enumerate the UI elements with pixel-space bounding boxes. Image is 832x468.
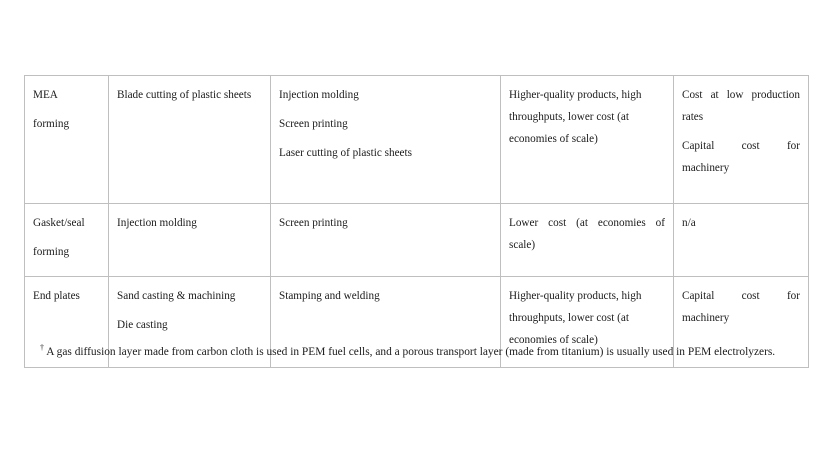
cell-low-volume-processes: Blade cutting of plastic sheets xyxy=(108,75,271,204)
cell-advantages: Higher-quality products, high throughput… xyxy=(500,276,674,368)
manufacturing-processes-table-container: MEA forming Blade cutting of plastic she… xyxy=(24,75,809,368)
table-footnote: † A gas diffusion layer made from carbon… xyxy=(24,344,814,361)
component-line: forming xyxy=(33,117,70,130)
cell-advantages: Higher-quality products, high throughput… xyxy=(500,75,674,204)
footnote-marker: † xyxy=(40,343,44,353)
disadvantage-item: Capital cost for machinery xyxy=(682,290,800,324)
process-item: Sand casting & machining xyxy=(117,290,236,302)
advantage-item: Lower cost (at economies of scale) xyxy=(509,217,665,251)
cell-disadvantages: Cost at low production rates Capital cos… xyxy=(673,75,809,204)
process-item: Stamping and welding xyxy=(279,290,380,302)
component-line: MEA xyxy=(33,89,58,101)
table-row: End plates Sand casting & machining Die … xyxy=(24,276,809,368)
advantage-item: Higher-quality products, high throughput… xyxy=(509,290,642,346)
component-line: End plates xyxy=(33,290,80,302)
manufacturing-processes-table: MEA forming Blade cutting of plastic she… xyxy=(24,75,809,368)
table-row: MEA forming Blade cutting of plastic she… xyxy=(24,75,809,204)
disadvantage-item: Cost at low production rates xyxy=(682,89,800,123)
cell-disadvantages: n/a xyxy=(673,203,809,277)
process-item: Blade cutting of plastic sheets xyxy=(117,89,252,101)
component-line: Gasket/seal xyxy=(33,217,85,229)
process-item: Laser cutting of plastic sheets xyxy=(279,146,412,159)
cell-component: Gasket/seal forming xyxy=(24,203,109,277)
cell-high-volume-processes: Injection molding Screen printing Laser … xyxy=(270,75,501,204)
cell-advantages: Lower cost (at economies of scale) xyxy=(500,203,674,277)
footnote-text: A gas diffusion layer made from carbon c… xyxy=(46,346,776,358)
cell-high-volume-processes: Screen printing xyxy=(270,203,501,277)
table-row: Gasket/seal forming Injection molding Sc… xyxy=(24,203,809,277)
disadvantage-item: Capital cost for machinery xyxy=(682,139,800,174)
advantage-item: Higher-quality products, high throughput… xyxy=(509,89,642,145)
disadvantage-item: n/a xyxy=(682,217,696,229)
process-item: Screen printing xyxy=(279,117,348,130)
process-item: Injection molding xyxy=(117,217,197,229)
cell-low-volume-processes: Sand casting & machining Die casting xyxy=(108,276,271,368)
cell-disadvantages: Capital cost for machinery xyxy=(673,276,809,368)
process-item: Die casting xyxy=(117,318,168,331)
cell-low-volume-processes: Injection molding xyxy=(108,203,271,277)
component-line: forming xyxy=(33,245,70,258)
cell-high-volume-processes: Stamping and welding xyxy=(270,276,501,368)
cell-component: End plates xyxy=(24,276,109,368)
cell-component: MEA forming xyxy=(24,75,109,204)
process-item: Injection molding xyxy=(279,89,359,101)
process-item: Screen printing xyxy=(279,217,348,229)
